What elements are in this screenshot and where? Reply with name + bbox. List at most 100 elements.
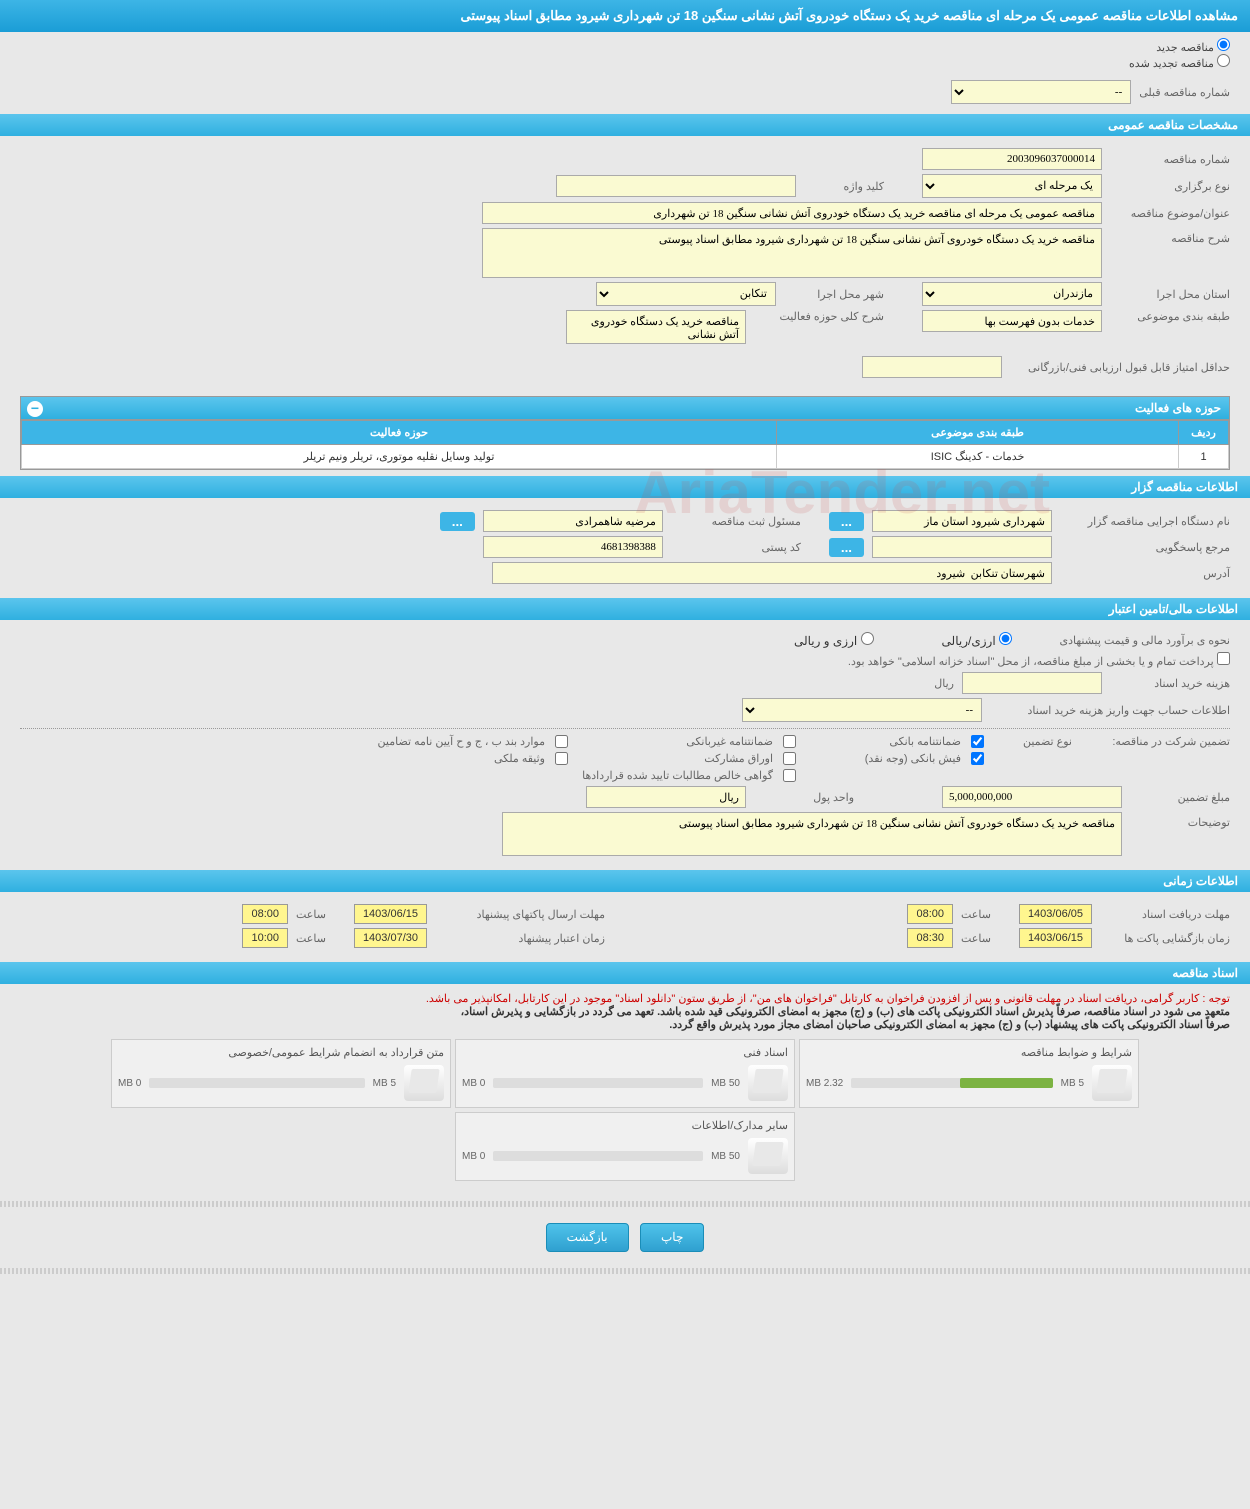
file2-used: 0 MB [462,1078,485,1089]
opening-time: 08:30 [907,928,953,948]
notice-bold2: صرفاً اسناد الکترونیکی پاکت های پیشنهاد … [20,1018,1230,1031]
collapse-icon[interactable]: − [27,401,43,417]
radio-renewed-tender[interactable]: مناقصه تجدید شده [1129,58,1230,70]
file2-total: 50 MB [711,1078,740,1089]
cell-category: خدمات - کدینگ ISIC [777,445,1179,469]
cell-num: 1 [1179,445,1229,469]
desc-label: شرح مناقصه [1110,228,1230,245]
section-general: مشخصات مناقصه عمومی [0,114,1250,136]
keyword-input[interactable] [556,175,796,197]
folder-icon[interactable] [748,1065,788,1101]
section-financial: اطلاعات مالی/تامین اعتبار [0,598,1250,620]
subject-label: عنوان/موضوع مناقصه [1110,207,1230,220]
validity-time: 10:00 [242,928,288,948]
opening-label: زمان بازگشایی پاکت ها [1100,932,1230,945]
amount-input[interactable] [942,786,1122,808]
opening-date: 1403/06/15 [1019,928,1092,948]
province-select[interactable]: مازندران [922,282,1102,306]
subject-input[interactable] [482,202,1102,224]
cb-property[interactable]: وثیقه ملکی [378,752,568,765]
payment-note-check[interactable]: پرداخت تمام و یا بخشی از مبلغ مناقصه، از… [848,652,1230,668]
doc-cost-unit: ریال [934,677,954,690]
cb-bank[interactable]: ضمانتنامه بانکی [804,735,984,748]
activity-table-title: حوزه های فعالیت [1135,401,1221,415]
receive-deadline-time: 08:00 [907,904,953,924]
print-button[interactable]: چاپ [640,1223,704,1252]
ref-input[interactable] [872,536,1052,558]
file1-used: 2.32 MB [806,1078,843,1089]
file1-total: 5 MB [1061,1078,1084,1089]
notice-bold1: متعهد می شود در اسناد مناقصه، صرفاً پذیر… [20,1005,1230,1018]
cb-receivables[interactable]: گواهی خالص مطالبات تایید شده قراردادها [576,769,796,782]
doc-cost-input[interactable] [962,672,1102,694]
file4-total: 50 MB [711,1151,740,1162]
opening-time-label: ساعت [961,932,991,945]
category-input[interactable] [922,310,1102,332]
activity-desc-textarea[interactable]: مناقصه خرید یک دستگاه خودروی آتش نشانی [566,310,746,344]
radio-currency-label: ارزی و ریالی [794,634,857,648]
tender-number-input[interactable] [922,148,1102,170]
ref-label: مرجع پاسخگویی [1060,541,1230,554]
cb-cash[interactable]: فیش بانکی (وجه نقد) [804,752,984,765]
tender-number-label: شماره مناقصه [1110,153,1230,166]
payment-note-label: پرداخت تمام و یا بخشی از مبلغ مناقصه، از… [848,656,1214,668]
min-score-label: حداقل امتیاز قابل قبول ارزیابی فنی/بازرگ… [1010,361,1230,374]
page-title: مشاهده اطلاعات مناقصه عمومی یک مرحله ای … [0,0,1250,32]
activity-desc-label: شرح کلی حوزه فعالیت [754,310,884,323]
radio-new-tender[interactable]: مناقصه جدید [1156,42,1230,54]
ref-lookup-button[interactable]: ... [829,538,864,557]
file-box-2: اسناد فنی 50 MB 0 MB [455,1039,795,1108]
cell-activity: تولید وسایل نقلیه موتوری، تریلر ونیم تری… [22,445,777,469]
folder-icon[interactable] [404,1065,444,1101]
file4-progress [493,1151,703,1161]
prev-number-label: شماره مناقصه قبلی [1139,86,1230,99]
radio-new-label: مناقصه جدید [1156,42,1214,54]
account-label: اطلاعات حساب جهت واریز هزینه خرید اسناد [990,704,1230,717]
cb-securities[interactable]: اوراق مشارکت [576,752,796,765]
registrar-label: مسئول ثبت مناقصه [671,515,801,528]
validity-time-label: ساعت [296,932,326,945]
file4-used: 0 MB [462,1151,485,1162]
folder-icon[interactable] [1092,1065,1132,1101]
min-score-input[interactable] [862,356,1002,378]
back-button[interactable]: بازگشت [546,1223,629,1252]
currency-input[interactable] [586,786,746,808]
col-row: ردیف [1179,421,1229,445]
account-select[interactable]: -- [742,698,982,722]
col-category: طبقه بندی موضوعی [777,421,1179,445]
radio-rial[interactable]: ارزی/ریالی [942,632,1012,648]
file3-progress [149,1078,364,1088]
cb-nonbank[interactable]: ضمانتنامه غیربانکی [576,735,796,748]
guarantee-label: تضمین شرکت در مناقصه: [1080,735,1230,748]
type-label: نوع برگزاری [1110,180,1230,193]
org-name-lookup-button[interactable]: ... [829,512,864,531]
radio-currency[interactable]: ارزی و ریالی [794,632,874,648]
file-box-4: سایر مدارک/اطلاعات 50 MB 0 MB [455,1112,795,1181]
registrar-input[interactable] [483,510,663,532]
address-label: آدرس [1060,567,1230,580]
city-select[interactable]: تنکابن [596,282,776,306]
validity-label: زمان اعتبار پیشنهاد [435,932,605,945]
postal-input[interactable] [483,536,663,558]
section-documents: اسناد مناقصه [0,962,1250,984]
file-box-1: شرایط و ضوابط مناقصه 5 MB 2.32 MB [799,1039,1139,1108]
guarantee-type-label: نوع تضمین [992,735,1072,748]
postal-label: کد پستی [671,541,801,554]
col-activity: حوزه فعالیت [22,421,777,445]
org-name-input[interactable] [872,510,1052,532]
prev-number-select[interactable]: -- [951,80,1131,104]
desc-textarea[interactable]: مناقصه خرید یک دستگاه خودروی آتش نشانی س… [482,228,1102,278]
radio-rial-label: ارزی/ریالی [942,634,996,648]
activity-table: ردیف طبقه بندی موضوعی حوزه فعالیت 1 خدما… [21,420,1229,469]
notes-textarea[interactable]: مناقصه خرید یک دستگاه خودروی آتش نشانی س… [502,812,1122,856]
submit-deadline-time: 08:00 [242,904,288,924]
cb-cases[interactable]: موارد بند ب ، ج و ح آیین نامه تضامین [378,735,568,748]
type-select[interactable]: یک مرحله ای [922,174,1102,198]
notice-red: توجه : کاربر گرامی، دریافت اسناد در مهلت… [20,992,1230,1005]
folder-icon[interactable] [748,1138,788,1174]
file3-used: 0 MB [118,1078,141,1089]
file4-title: سایر مدارک/اطلاعات [462,1119,788,1132]
address-input[interactable] [492,562,1052,584]
registrar-lookup-button[interactable]: ... [440,512,475,531]
currency-label: واحد پول [754,791,854,804]
